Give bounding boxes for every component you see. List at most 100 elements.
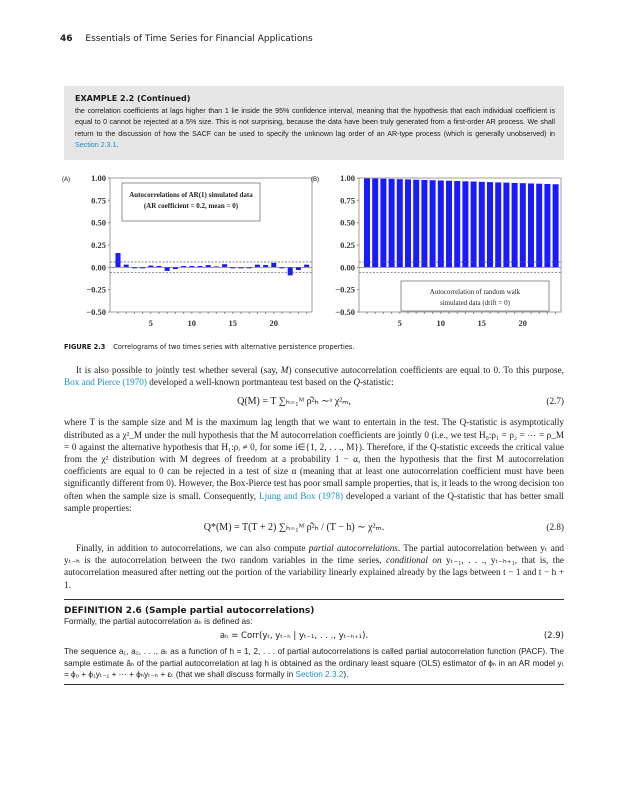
citation-box-pierce[interactable]: Box and Pierce (1970) xyxy=(64,377,147,388)
body-text: It is also possible to jointly test whet… xyxy=(64,364,564,686)
plot-frame xyxy=(109,177,313,313)
definition-bottom-rule xyxy=(64,683,564,686)
example-end: . xyxy=(116,141,119,150)
book-title: Essentials of Time Series for Financial … xyxy=(85,34,313,44)
bar-lag-19 xyxy=(511,182,518,268)
example-text: the correlation coefficients at lags hig… xyxy=(75,106,555,152)
bar-lag-15 xyxy=(478,181,485,268)
annotation-box xyxy=(121,182,261,222)
text: M xyxy=(280,365,289,375)
text: . The partial autocorrelation between yₜ… xyxy=(64,543,565,566)
text: Finally, in addition to autocorrelations… xyxy=(76,543,309,554)
bar-lag-5 xyxy=(396,179,403,268)
bar-lag-16 xyxy=(238,267,244,269)
bar-lag-20 xyxy=(519,183,526,268)
y-tick-label: 0.25 xyxy=(91,240,106,250)
x-tick-label: 5 xyxy=(398,318,402,328)
y-tick-label: 0.50 xyxy=(91,218,106,228)
text: developed a well-known portmanteau test … xyxy=(146,377,354,388)
text: partial autocorrelations xyxy=(308,543,398,554)
figure-label: FIGURE 2.3 xyxy=(64,343,106,351)
bar-lag-19 xyxy=(263,265,269,268)
figure-caption-text: Correlograms of two times series with al… xyxy=(113,343,355,351)
paragraph-partial-autocorrelations: Finally, in addition to autocorrelations… xyxy=(64,542,564,591)
bar-lag-12 xyxy=(454,181,461,268)
equation-number: (2.9) xyxy=(543,630,564,641)
paragraph-q-statistic: where T is the sample size and M is the … xyxy=(64,416,564,514)
equation-formula: aₕ = Corr(yₜ, yₜ₋ₕ | yₜ₋₁, . . ., yₜ₋ₕ₊₁… xyxy=(219,630,369,641)
y-tick-label: −0.25 xyxy=(335,285,355,295)
text: where T is the sample size and M is the … xyxy=(64,417,564,501)
panel-label: (B) xyxy=(311,177,319,183)
annotation-text: (AR coefficient = 0.2, mean = 0) xyxy=(144,202,239,210)
bar-lag-13 xyxy=(213,266,219,268)
text: developed a variant of the Q-statistic t… xyxy=(64,490,564,513)
bar-lag-23 xyxy=(544,183,551,268)
x-tick-label: 15 xyxy=(478,318,487,328)
bar-lag-17 xyxy=(495,182,502,268)
bar-lag-1 xyxy=(115,253,121,268)
text: yₜ₋₁, . . ., yₜ₋ₕ₊₁, that is, the autoco… xyxy=(64,555,564,590)
definition-title: DEFINITION 2.6 (Sample partial autocorre… xyxy=(64,606,315,617)
bar-lag-15 xyxy=(230,267,236,269)
equation-2-9: aₕ = Corr(yₜ, yₜ₋ₕ | yₜ₋₁, . . ., yₜ₋ₕ₊₁… xyxy=(64,628,564,646)
text: The sequence a₁, a₂, . . ., aₜ as a func… xyxy=(64,646,564,680)
section-link[interactable]: Section 2.3.1 xyxy=(75,141,117,150)
bar-lag-17 xyxy=(246,267,252,269)
bar-lag-8 xyxy=(172,267,178,270)
bar-lag-12 xyxy=(205,265,211,268)
bar-lag-3 xyxy=(131,267,137,269)
bar-lag-24 xyxy=(552,184,559,268)
citation-ljung-box[interactable]: Ljung and Box (1978) xyxy=(258,490,344,501)
text: It is also possible to jointly test whet… xyxy=(76,365,281,375)
equation-2-8: Q*(M) = T(T + 2) ∑ₕ₌₁ᴹ ρ̂²ₕ / (T − h) ∼ … xyxy=(64,514,564,542)
x-tick-label: 20 xyxy=(519,318,528,328)
figure-caption: FIGURE 2.3 Correlograms of two times seri… xyxy=(64,343,354,351)
y-tick-label: 0.50 xyxy=(340,218,355,228)
panel-label: (A) xyxy=(62,177,70,183)
x-tick-label: 5 xyxy=(149,318,153,328)
bar-lag-10 xyxy=(437,180,444,268)
text: Q xyxy=(353,377,360,388)
annotation-box xyxy=(400,280,550,312)
bar-lag-20 xyxy=(271,262,277,268)
bar-lag-24 xyxy=(304,264,310,268)
bar-lag-22 xyxy=(536,183,543,268)
bar-lag-18 xyxy=(254,264,260,268)
bar-lag-10 xyxy=(189,265,195,268)
bar-lag-5 xyxy=(148,265,154,268)
example-box: EXAMPLE 2.2 (Continued) the correlation … xyxy=(64,86,564,160)
example-body: the correlation coefficients at lags hig… xyxy=(75,107,555,138)
correlogram-a: (A) 1.00 0.75 0.50 0.25 0.00 −0.25 −0.50 5 10 15 20… xyxy=(62,173,313,328)
bar-lag-4 xyxy=(140,267,146,269)
y-tick-label: −0.25 xyxy=(86,285,106,295)
bar-lag-2 xyxy=(372,178,379,268)
definition-text: The sequence a₁, a₂, . . ., aₜ as a func… xyxy=(64,646,564,681)
bar-lag-22 xyxy=(287,267,293,276)
annotation-text: Autocorrelation of random walk xyxy=(430,288,521,296)
y-tick-label: 0.25 xyxy=(340,240,355,250)
y-tick-label: 1.00 xyxy=(340,173,355,183)
x-tick-label: 10 xyxy=(188,318,197,328)
text: conditional on xyxy=(386,555,442,566)
page-number: 46 xyxy=(60,34,73,44)
bar-lag-7 xyxy=(413,179,420,268)
annotation-text: Autocorrelations of AR(1) simulated data xyxy=(129,191,253,199)
y-tick-label: 0.75 xyxy=(340,195,355,205)
bar-lag-18 xyxy=(503,182,510,268)
bar-lag-6 xyxy=(156,265,162,268)
annotation-text: simulated data (drift = 0) xyxy=(440,299,511,307)
x-tick-label: 20 xyxy=(270,318,279,328)
bar-lag-13 xyxy=(462,181,469,268)
bar-lag-3 xyxy=(380,178,387,268)
bar-lag-8 xyxy=(421,179,428,268)
paragraph-box-pierce: It is also possible to jointly test whet… xyxy=(64,364,564,388)
definition-top-rule xyxy=(64,598,564,601)
section-link[interactable]: Section 2.3.2 xyxy=(295,670,344,680)
bar-lag-9 xyxy=(181,265,187,268)
bar-lag-4 xyxy=(388,178,395,268)
y-tick-label: 0.00 xyxy=(91,262,106,272)
bar-lag-14 xyxy=(470,181,477,268)
definition-intro: Formally, the partial autocorrelation aₕ… xyxy=(64,617,253,627)
bar-lag-16 xyxy=(487,182,493,268)
